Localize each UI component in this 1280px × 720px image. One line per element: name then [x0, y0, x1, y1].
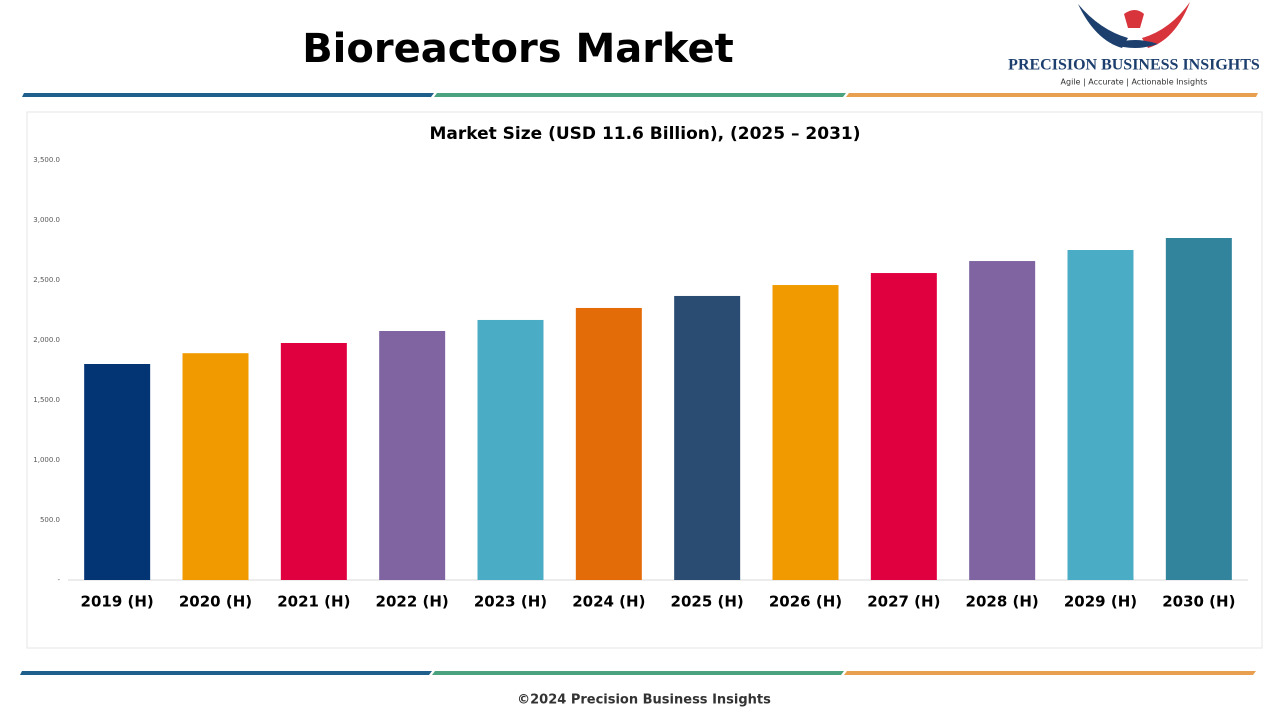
logo-tagline: Agile | Accurate | Actionable Insights: [1061, 78, 1208, 87]
x-tick-label: 2026 (H): [769, 593, 842, 611]
bar: [772, 285, 839, 580]
x-tick-label: 2019 (H): [81, 593, 154, 611]
chart-title: Market Size (USD 11.6 Billion), (2025 – …: [429, 124, 860, 144]
bar: [575, 307, 642, 580]
y-tick-label: 2,500.0: [33, 276, 60, 284]
bar: [379, 331, 446, 580]
divider-bottom: [20, 671, 1256, 675]
y-tick-label: -: [57, 576, 60, 584]
x-tick-label: 2030 (H): [1162, 593, 1235, 611]
logo: [1078, 2, 1190, 48]
logo-name: PRECISION BUSINESS INSIGHTS: [1008, 57, 1260, 74]
bar: [477, 319, 544, 580]
divider-green: [434, 93, 846, 97]
bar: [870, 273, 937, 580]
y-tick-label: 2,000.0: [33, 336, 60, 344]
x-tick-label: 2025 (H): [671, 593, 744, 611]
divider-orange: [846, 93, 1258, 97]
x-tick-label: 2020 (H): [179, 593, 252, 611]
bar: [674, 295, 741, 580]
x-tick-label: 2023 (H): [474, 593, 547, 611]
bar: [1165, 238, 1232, 580]
divider-blue: [20, 671, 432, 675]
logo-wing-right: [1142, 2, 1190, 48]
bar: [182, 353, 249, 580]
bar: [84, 364, 151, 580]
divider-blue: [22, 93, 434, 97]
bar: [1067, 250, 1134, 580]
bar: [280, 343, 347, 580]
x-tick-label: 2021 (H): [277, 593, 350, 611]
x-tick-label: 2028 (H): [966, 593, 1039, 611]
y-tick-label: 1,500.0: [33, 396, 60, 404]
x-tick-label: 2024 (H): [572, 593, 645, 611]
logo-wing-left: [1078, 4, 1128, 48]
y-tick-label: 3,500.0: [33, 156, 60, 164]
x-tick-label: 2022 (H): [376, 593, 449, 611]
x-tick-label: 2027 (H): [867, 593, 940, 611]
bar: [969, 261, 1036, 580]
divider-top: [22, 93, 1258, 97]
logo-hands: [1112, 40, 1158, 48]
divider-orange: [844, 671, 1256, 675]
plot: - 500.0 1,000.0 1,500.0 2,000.0 2,500.0 3,000.…: [33, 156, 1248, 611]
x-tick-label: 2029 (H): [1064, 593, 1137, 611]
logo-head: [1124, 10, 1144, 28]
y-tick-label: 3,000.0: [33, 216, 60, 224]
page-title: Bioreactors Market: [302, 26, 734, 72]
footer-text: ©2024 Precision Business Insights: [517, 693, 771, 708]
divider-green: [432, 671, 844, 675]
y-tick-label: 1,000.0: [33, 456, 60, 464]
y-tick-label: 500.0: [40, 516, 60, 524]
